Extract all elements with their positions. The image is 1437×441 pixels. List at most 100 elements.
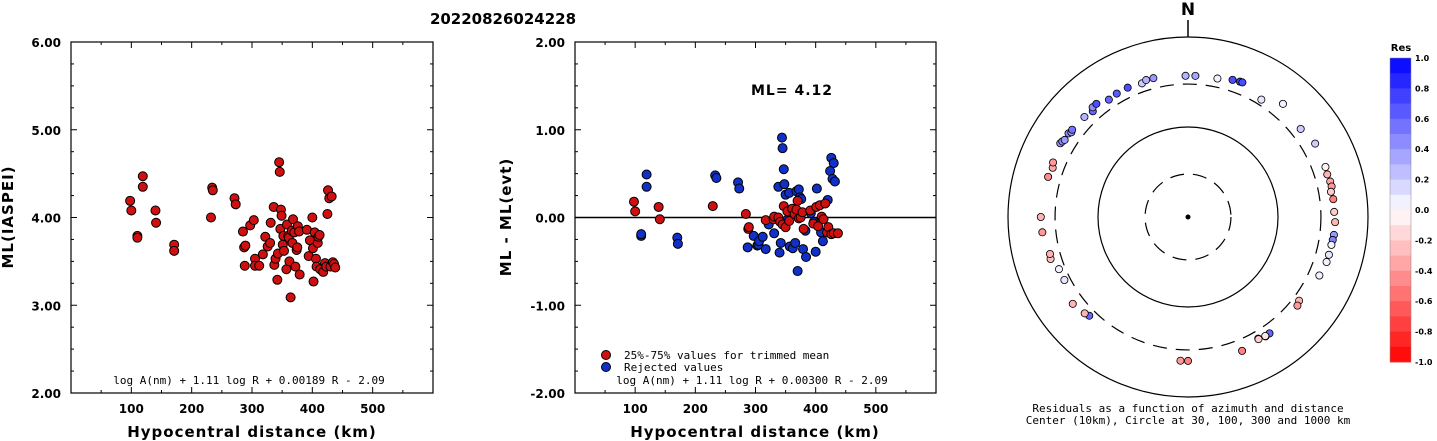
station-point <box>1293 301 1302 310</box>
rejected-point <box>641 169 652 180</box>
rejected-point <box>776 132 787 143</box>
station-point <box>1104 95 1113 104</box>
trimmed-point <box>254 260 265 271</box>
trimmed-point <box>813 221 824 232</box>
station-point <box>1044 172 1053 181</box>
panel-ml-vs-distance: 100 200 300 400 500 2.00 3.00 4.00 5.00 6.00 log… <box>0 36 434 441</box>
trimmed-point <box>743 222 754 233</box>
colorbar-segment <box>1390 346 1411 363</box>
y-tick-label: 4.00 <box>31 212 61 226</box>
trimmed-point <box>151 217 162 228</box>
colorbar-segment <box>1390 225 1411 241</box>
station-point <box>1060 275 1069 284</box>
data-points <box>628 132 843 277</box>
x-tick-label: 500 <box>360 402 385 416</box>
formula-text: log A(nm) + 1.11 log R + 0.00300 R - 2.0… <box>616 374 888 387</box>
trimmed-point <box>654 214 665 225</box>
station-point <box>1327 240 1336 249</box>
x-tick-label: 100 <box>623 402 648 416</box>
rejected-point <box>769 228 780 239</box>
rejected-point <box>775 237 786 248</box>
colorbar-segment <box>1390 194 1411 211</box>
station-point <box>1257 95 1266 104</box>
trimmed-point <box>820 198 831 209</box>
trimmed-point <box>240 240 251 251</box>
station-point <box>1228 75 1237 84</box>
legend-label-rejected: Rejected values <box>624 361 723 374</box>
trimmed-point <box>150 205 161 216</box>
rejected-point <box>779 179 790 190</box>
colorbar-segment <box>1390 316 1411 333</box>
colorbar: 1.0 0.8 0.6 0.4 0.2 0.0 -0.2 -0.4 -0.6 -0.8 -1.0 <box>1389 54 1433 367</box>
trimmed-point <box>330 262 341 273</box>
colorbar-segment <box>1390 240 1411 257</box>
station-point <box>1331 218 1340 227</box>
station-point <box>1068 299 1077 308</box>
trimmed-point <box>237 226 248 237</box>
colorbar-segment <box>1390 118 1411 135</box>
station-point <box>1045 249 1054 258</box>
colorbar-segment <box>1390 164 1411 181</box>
trimmed-point <box>265 217 276 228</box>
x-tick-label: 500 <box>863 402 888 416</box>
trimmed-point <box>792 195 803 206</box>
ring-1000km <box>1007 36 1369 398</box>
y-tick-label: 0.00 <box>535 212 565 226</box>
trimmed-point <box>307 212 318 223</box>
colorbar-segment <box>1390 210 1411 226</box>
trimmed-point <box>288 214 299 225</box>
x-tick-label: 200 <box>683 402 708 416</box>
trimmed-point <box>308 276 319 287</box>
legend: 25%-75% values for trimmed mean Rejected… <box>601 349 829 374</box>
trimmed-point <box>628 196 639 207</box>
colorbar-tick-label: -1.0 <box>1415 358 1433 367</box>
trimmed-point <box>257 249 268 260</box>
y-axis-label: ML(IASPEI) <box>0 165 17 268</box>
colorbar-segment <box>1390 103 1411 120</box>
colorbar-tick-label: 0.0 <box>1415 206 1430 215</box>
legend-label-trimmed: 25%-75% values for trimmed mean <box>624 349 829 362</box>
trimmed-point <box>630 206 641 217</box>
trimmed-point <box>707 201 718 212</box>
x-tick-label: 400 <box>803 402 828 416</box>
station-point <box>1060 135 1069 144</box>
formula-text: log A(nm) + 1.11 log R + 0.00189 R - 2.0… <box>113 374 385 387</box>
ring-30km <box>1144 173 1232 261</box>
station-point <box>1296 124 1305 133</box>
trimmed-point <box>137 181 148 192</box>
rejected-point <box>829 176 840 187</box>
x-axis-ticks: 100 200 300 400 500 <box>604 42 907 416</box>
trimmed-point <box>274 157 285 168</box>
y-tick-label: 3.00 <box>31 299 61 313</box>
x-axis-label: Hypocentral distance (km) <box>630 423 880 441</box>
y-tick-label: 5.00 <box>31 124 61 138</box>
station-point <box>1323 170 1332 179</box>
station-point <box>1315 271 1324 280</box>
trimmed-point <box>248 215 259 226</box>
colorbar-segment <box>1390 270 1411 287</box>
y-tick-label: 1.00 <box>535 124 565 138</box>
y-axis-ticks: -2.00 -1.00 0.00 1.00 2.00 <box>530 36 936 401</box>
trimmed-point <box>126 205 137 216</box>
rejected-point <box>778 164 789 175</box>
colorbar-tick-label: 1.0 <box>1415 54 1430 63</box>
panel-residual-vs-distance: 100 200 300 400 500 -2.00 -1.00 0.00 1.00 2.00 M… <box>497 36 937 441</box>
station-point <box>1184 356 1193 365</box>
rejected-point <box>777 143 788 154</box>
rejected-point <box>828 158 839 169</box>
trimmed-point <box>276 210 287 221</box>
trimmed-point <box>798 223 809 234</box>
rejected-point <box>636 229 647 240</box>
rejected-point <box>641 181 652 192</box>
rejected-point <box>711 173 722 184</box>
station-points <box>1036 71 1340 365</box>
station-point <box>1080 309 1089 318</box>
station-point <box>1321 162 1330 171</box>
y-tick-label: 6.00 <box>31 36 61 50</box>
trimmed-point <box>285 292 296 303</box>
station-point <box>1278 99 1287 108</box>
colorbar-segment <box>1390 286 1411 302</box>
rejected-point <box>810 246 821 257</box>
station-point <box>1261 331 1270 340</box>
colorbar-frame <box>1389 57 1412 363</box>
